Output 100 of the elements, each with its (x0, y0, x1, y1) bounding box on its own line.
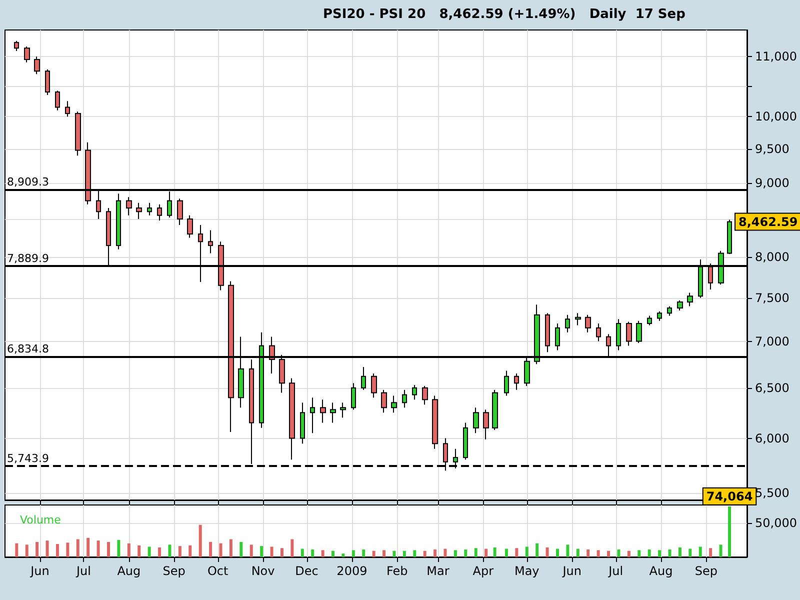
y-tick-label: 50,000 (755, 516, 798, 530)
bar (719, 544, 722, 557)
y-tick-label: 11,000 (755, 50, 798, 64)
bar (25, 544, 28, 557)
y-tick-label: 9,000 (755, 176, 790, 190)
candlestick (616, 318, 621, 351)
chart-title: PSI20 - PSI 20 8,462.59 (+1.49%) Daily 17 Sep (323, 7, 686, 22)
bar (76, 539, 80, 557)
bar (688, 548, 692, 557)
data-label: 74,064 (706, 489, 753, 504)
candlestick (647, 315, 652, 326)
bar (107, 542, 110, 557)
x-tick-label: Jun (562, 564, 582, 578)
bar (168, 544, 172, 557)
x-tick-label: Sep (694, 564, 718, 578)
bar (586, 549, 590, 557)
bar (66, 542, 70, 557)
bar (46, 540, 49, 557)
candlestick (320, 399, 326, 424)
x-tick-label: Oct (207, 564, 229, 578)
candlestick (575, 312, 581, 326)
bar (536, 543, 539, 557)
bar (678, 547, 682, 557)
candlestick (667, 306, 672, 316)
y-tick-label: 5,500 (755, 486, 790, 500)
candlestick (289, 378, 295, 460)
candlestick (55, 90, 60, 111)
bar (607, 550, 610, 557)
x-tick-label: Jun (30, 564, 50, 578)
candlestick (555, 323, 560, 351)
bar (423, 550, 426, 557)
bar (229, 539, 232, 557)
y-tick-label: 6,500 (755, 380, 790, 395)
candlestick (147, 202, 152, 216)
x-tick-label: Mar (426, 564, 450, 578)
candlestick (45, 68, 50, 96)
bar (546, 547, 549, 557)
bar (300, 548, 304, 557)
bar (280, 548, 284, 557)
bar (382, 550, 386, 557)
x-tick-label: Aug (117, 564, 141, 578)
candlestick (126, 196, 132, 216)
y-tick-label: 9,500 (755, 142, 790, 156)
y-tick-label: 7,000 (755, 334, 790, 348)
bar (158, 547, 162, 557)
bar (504, 548, 508, 557)
candlestick (585, 314, 591, 333)
candlestick (361, 366, 366, 390)
bar (96, 540, 100, 557)
candlestick (677, 300, 683, 312)
candlestick (391, 395, 397, 414)
candlestick (483, 409, 489, 440)
bar (311, 549, 314, 557)
candlestick (65, 100, 70, 118)
candlestick (657, 310, 662, 322)
candlestick (371, 373, 377, 398)
ref-line-label: 5,743.9 (7, 452, 49, 465)
candlestick (626, 321, 632, 346)
ref-line-label: 7,889.9 (7, 252, 49, 265)
bar (209, 542, 212, 557)
y-tick-label: 7,500 (755, 290, 790, 305)
candlestick (351, 382, 356, 410)
annotation: 8,462.59 (738, 214, 798, 229)
bar (127, 543, 130, 557)
bar (698, 546, 702, 557)
bar (617, 549, 620, 557)
candlestick (75, 111, 81, 156)
bar (250, 544, 253, 557)
bar (638, 550, 641, 557)
x-tick-label: Feb (386, 564, 408, 578)
bar (484, 548, 488, 557)
ref-line-label: 8,909.3 (7, 175, 49, 188)
x-tick-label: Nov (251, 564, 275, 578)
x-tick-label: May (514, 564, 540, 578)
candlestick (432, 395, 438, 450)
bar (402, 550, 406, 557)
bar (709, 548, 712, 557)
candlestick (34, 56, 40, 75)
bar (352, 550, 355, 557)
candlestick (340, 402, 346, 418)
ref-line-label: 6,834.8 (7, 342, 49, 356)
bar (321, 550, 324, 557)
bar (342, 554, 345, 557)
bar (148, 546, 151, 557)
bar (556, 548, 559, 557)
x-tick-label: Jul (608, 564, 624, 578)
candlestick (463, 422, 468, 460)
candlestick (116, 193, 121, 250)
x-tick-label: Sep (162, 564, 186, 578)
x-tick-label: Jul (75, 564, 91, 578)
bar (117, 540, 120, 557)
x-tick-label: Aug (649, 564, 673, 578)
bar (474, 548, 478, 557)
candlestick (402, 389, 407, 408)
candlestick (492, 389, 498, 430)
candlestick (473, 407, 479, 434)
bar (392, 550, 396, 557)
candlestick (208, 230, 213, 254)
candlestick (545, 312, 550, 353)
bar (332, 550, 334, 557)
